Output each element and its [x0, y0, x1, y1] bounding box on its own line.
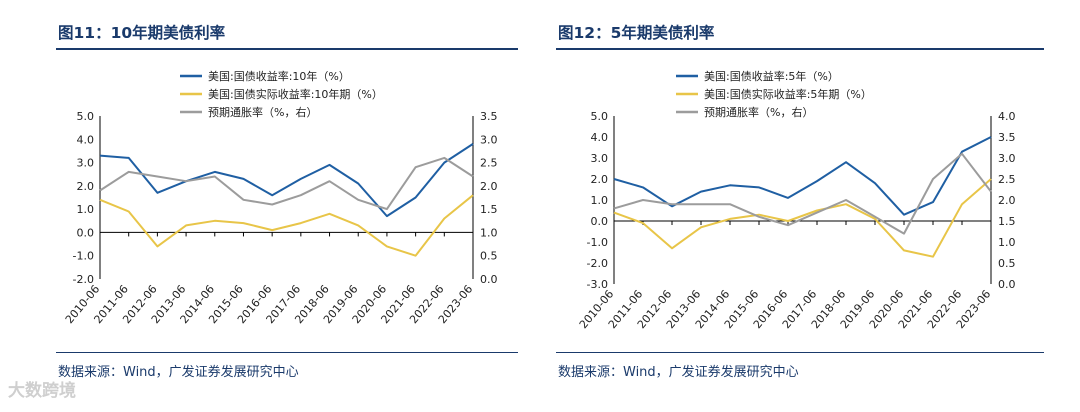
right-tick-label: 2.0 [480, 180, 498, 193]
right-tick-label: 3.5 [998, 131, 1016, 144]
left-tick-label: -1.0 [587, 236, 608, 249]
source-rule-10y [56, 352, 518, 353]
left-tick-label: 5.0 [77, 110, 95, 123]
series-line [613, 178, 992, 258]
legend-label: 美国:国债收益率:5年（%） [704, 69, 839, 83]
left-tick-label: 1.0 [591, 194, 609, 207]
legend-label: 美国:国债收益率:10年（%） [208, 69, 350, 83]
legend-label: 美国:国债实际收益率:5年期（%） [704, 87, 872, 101]
title-rule-5y [556, 48, 1044, 50]
right-tick-label: 1.0 [480, 226, 498, 239]
right-tick-label: 3.5 [480, 110, 498, 123]
right-tick-label: 2.5 [998, 173, 1016, 186]
legend-label: 预期通胀率（%，右） [704, 105, 813, 119]
series-line [99, 194, 474, 257]
legend-label: 美国:国债实际收益率:10年期（%） [208, 87, 383, 101]
right-tick-label: 1.5 [998, 215, 1016, 228]
legend-label: 预期通胀率（%，右） [208, 105, 317, 119]
left-tick-label: 1.0 [77, 203, 95, 216]
right-tick-label: 1.5 [480, 203, 498, 216]
right-tick-label: 0.0 [480, 273, 498, 286]
left-tick-label: 2.0 [77, 180, 95, 193]
left-tick-label: 4.0 [591, 131, 609, 144]
right-tick-label: 0.5 [480, 250, 498, 263]
right-tick-label: 3.0 [480, 133, 498, 146]
right-tick-label: 3.0 [998, 152, 1016, 165]
series-line [99, 156, 474, 211]
right-tick-label: 4.0 [998, 110, 1016, 123]
source-note-10y: 数据来源：Wind，广发证券发展研究中心 [58, 365, 299, 380]
title-rule-10y [56, 48, 518, 50]
right-tick-label: 2.5 [480, 157, 498, 170]
chart-title-5y: 图12：5年期美债利率 [558, 24, 715, 42]
left-tick-label: 4.0 [77, 133, 95, 146]
left-tick-label: -2.0 [587, 257, 608, 270]
left-tick-label: 5.0 [591, 110, 609, 123]
right-tick-label: 2.0 [998, 194, 1016, 207]
chart-5y: 美国:国债收益率:5年（%） 美国:国债实际收益率:5年期（%） 预期通胀率（%，右… [577, 69, 1016, 331]
left-tick-label: 2.0 [591, 173, 609, 186]
chart-10y: 美国:国债收益率:10年（%） 美国:国债实际收益率:10年期（%） 预期通胀率（%… [63, 69, 498, 326]
left-tick-label: 0.0 [77, 226, 95, 239]
chart-title-10y: 图11：10年期美债利率 [58, 24, 226, 42]
left-tick-label: 0.0 [591, 215, 609, 228]
left-tick-label: -3.0 [587, 278, 608, 291]
right-tick-label: 0.0 [998, 278, 1016, 291]
left-tick-label: 3.0 [77, 157, 95, 170]
watermark-logo: 大数跨境 [8, 381, 76, 401]
left-tick-label: -2.0 [73, 273, 94, 286]
right-tick-label: 1.0 [998, 236, 1016, 249]
series-line [613, 152, 992, 235]
series-line [99, 143, 474, 218]
left-tick-label: 3.0 [591, 152, 609, 165]
left-tick-label: -1.0 [73, 250, 94, 263]
source-rule-5y [556, 352, 1044, 353]
right-tick-label: 0.5 [998, 257, 1016, 270]
source-note-5y: 数据来源：Wind，广发证券发展研究中心 [558, 365, 799, 380]
